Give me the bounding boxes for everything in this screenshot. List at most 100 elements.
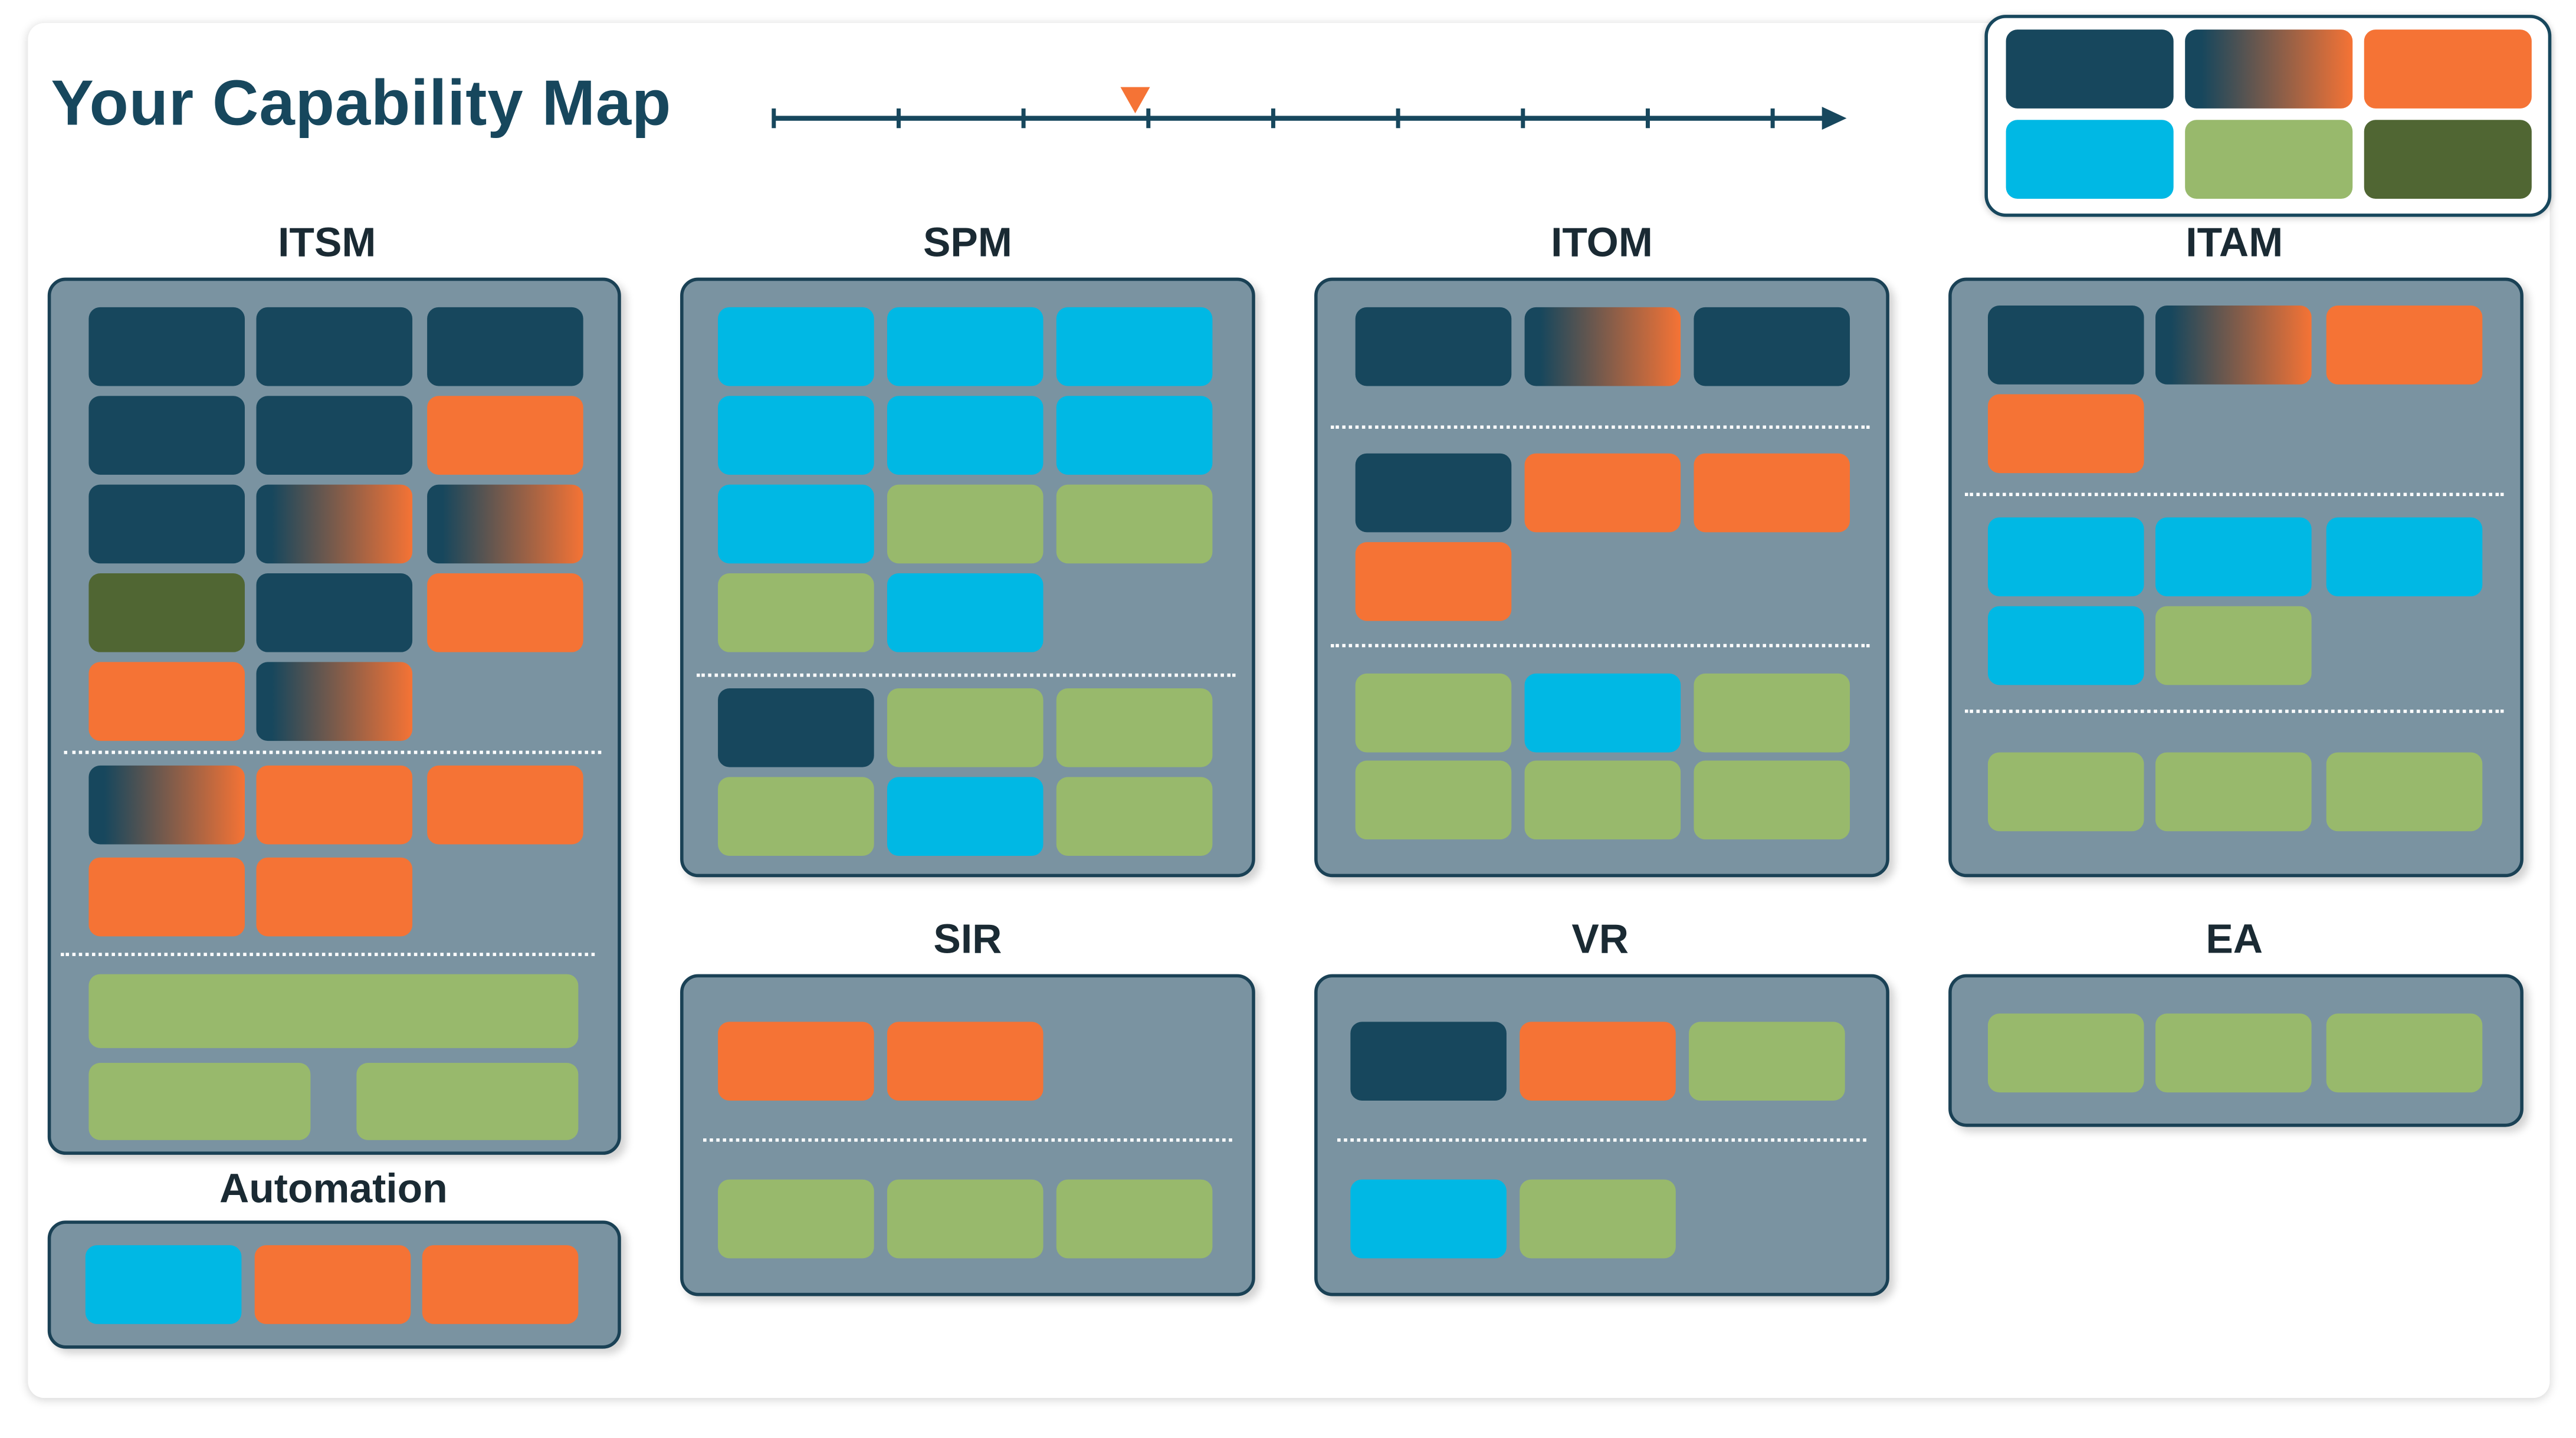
section-label-itsm: ITSM xyxy=(278,220,376,267)
capability-tile xyxy=(887,396,1043,475)
panel-spm xyxy=(680,277,1255,878)
capability-tile xyxy=(1355,307,1512,386)
panel-itam xyxy=(1948,277,2524,878)
maturity-timeline xyxy=(772,87,1847,130)
group-divider xyxy=(61,953,595,956)
timeline-marker xyxy=(1120,87,1150,114)
capability-tile xyxy=(256,857,413,937)
capability-tile xyxy=(256,662,413,741)
capability-tile xyxy=(427,573,583,652)
section-label-vr: VR xyxy=(1571,917,1629,963)
legend-swatch-dark-green xyxy=(2364,120,2532,199)
panel-ea xyxy=(1948,974,2524,1127)
capability-tile xyxy=(427,484,583,564)
capability-tile xyxy=(718,484,874,564)
capability-tile xyxy=(1355,673,1512,753)
legend-swatch-gradient xyxy=(2185,29,2353,109)
panel-itom xyxy=(1314,277,1889,878)
capability-tile xyxy=(1355,453,1512,533)
capability-tile xyxy=(1350,1022,1507,1101)
capability-tile xyxy=(1987,306,2144,385)
panel-vr xyxy=(1314,974,1889,1296)
section-label-sir: SIR xyxy=(933,917,1002,963)
capability-tile xyxy=(1694,453,1850,533)
capability-tile xyxy=(256,396,413,475)
capability-tile xyxy=(88,765,245,845)
capability-tile xyxy=(1355,760,1512,840)
capability-tile xyxy=(1987,394,2144,474)
group-divider xyxy=(1964,710,2504,713)
capability-tile xyxy=(427,396,583,475)
capability-tile xyxy=(1524,673,1681,753)
capability-tile xyxy=(718,1022,874,1101)
capability-tile xyxy=(1694,760,1850,840)
capability-tile xyxy=(2155,752,2312,832)
capability-tile xyxy=(1524,307,1681,386)
capability-tile xyxy=(88,1062,311,1140)
capability-tile xyxy=(2155,306,2312,385)
capability-tile xyxy=(1056,777,1213,856)
capability-tile xyxy=(88,857,245,937)
capability-tile xyxy=(85,1245,242,1324)
legend-swatch-cyan xyxy=(2006,120,2174,199)
capability-tile xyxy=(88,307,245,386)
capability-tile xyxy=(356,1062,579,1140)
capability-tile xyxy=(88,573,245,652)
capability-tile xyxy=(88,974,579,1048)
group-divider xyxy=(696,673,1236,677)
capability-tile xyxy=(1056,307,1213,386)
capability-tile xyxy=(2326,306,2483,385)
capability-tile xyxy=(887,307,1043,386)
section-label-spm: SPM xyxy=(923,220,1012,267)
section-label-itam: ITAM xyxy=(2186,220,2283,267)
group-divider xyxy=(1337,1138,1866,1142)
capability-tile xyxy=(1056,1179,1213,1259)
capability-tile xyxy=(2155,606,2312,685)
capability-tile xyxy=(1987,1013,2144,1093)
capability-tile xyxy=(1355,542,1512,621)
capability-tile xyxy=(718,1179,874,1259)
capability-tile xyxy=(887,777,1043,856)
capability-tile xyxy=(256,307,413,386)
capability-tile xyxy=(887,1179,1043,1259)
capability-tile xyxy=(1524,760,1681,840)
capability-tile xyxy=(2326,1013,2483,1093)
legend-swatch-navy xyxy=(2006,29,2174,109)
capability-tile xyxy=(1520,1179,1676,1259)
legend-swatch-light-green xyxy=(2185,120,2353,199)
capability-tile xyxy=(718,777,874,856)
capability-tile xyxy=(88,662,245,741)
section-label-automation: Automation xyxy=(219,1166,448,1213)
panel-itsm xyxy=(47,277,621,1155)
capability-tile xyxy=(887,688,1043,767)
capability-tile xyxy=(1987,752,2144,832)
capability-tile xyxy=(2326,752,2483,832)
group-divider xyxy=(64,750,602,754)
timeline-ticks xyxy=(772,108,1775,129)
panel-sir xyxy=(680,974,1255,1296)
capability-tile xyxy=(718,688,874,767)
capability-tile xyxy=(1689,1022,1845,1101)
capability-tile xyxy=(1056,484,1213,564)
capability-tile xyxy=(887,573,1043,652)
capability-tile xyxy=(2155,517,2312,596)
capability-tile xyxy=(718,307,874,386)
capability-tile xyxy=(88,484,245,564)
group-divider xyxy=(703,1138,1232,1142)
capability-tile xyxy=(2155,1013,2312,1093)
page-title: Your Capability Map xyxy=(51,68,672,140)
capability-tile xyxy=(718,396,874,475)
capability-tile xyxy=(256,573,413,652)
capability-tile xyxy=(256,484,413,564)
panel-automation xyxy=(47,1220,621,1349)
capability-tile xyxy=(427,307,583,386)
legend-swatch-orange xyxy=(2364,29,2532,109)
capability-tile xyxy=(1524,453,1681,533)
capability-tile xyxy=(1520,1022,1676,1101)
capability-tile xyxy=(256,765,413,845)
group-divider xyxy=(1964,493,2504,497)
capability-tile xyxy=(887,1022,1043,1101)
capability-tile xyxy=(1987,517,2144,596)
capability-tile xyxy=(1350,1179,1507,1259)
